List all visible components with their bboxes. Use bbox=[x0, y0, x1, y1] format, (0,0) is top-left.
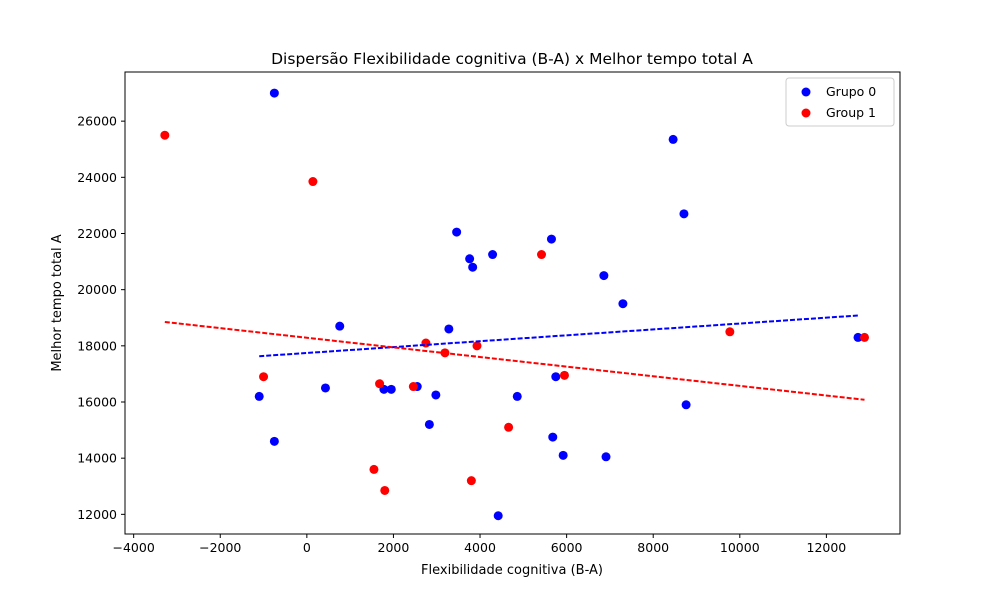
data-point bbox=[558, 450, 568, 460]
data-point bbox=[369, 464, 379, 474]
data-point bbox=[408, 382, 418, 392]
series-1 bbox=[160, 130, 869, 495]
plot-area bbox=[160, 88, 869, 521]
data-point bbox=[269, 436, 279, 446]
y-tick-label: 12000 bbox=[77, 507, 117, 522]
axes-frame bbox=[124, 71, 901, 535]
x-tick-label: 0 bbox=[303, 540, 311, 555]
legend-label: Grupo 0 bbox=[826, 84, 876, 99]
data-point bbox=[269, 88, 279, 98]
data-point bbox=[452, 227, 462, 237]
chart-title: Dispersão Flexibilidade cognitiva (B-A) … bbox=[271, 50, 753, 68]
data-point bbox=[668, 134, 678, 144]
legend-box bbox=[785, 77, 895, 127]
y-tick-label: 20000 bbox=[77, 282, 117, 297]
data-point bbox=[444, 324, 454, 334]
data-point bbox=[681, 400, 691, 410]
trendline-1 bbox=[164, 320, 865, 401]
trendline-0 bbox=[259, 314, 859, 358]
data-point bbox=[466, 476, 476, 486]
y-axis-label: Melhor tempo total A bbox=[50, 234, 65, 371]
data-point bbox=[421, 338, 431, 348]
data-point bbox=[335, 321, 345, 331]
data-point bbox=[308, 177, 318, 187]
data-point bbox=[375, 379, 385, 389]
x-tick-label: 12000 bbox=[807, 540, 847, 555]
data-point bbox=[537, 250, 547, 260]
data-point bbox=[472, 341, 482, 351]
y-tick-label: 22000 bbox=[77, 226, 117, 241]
x-tick-label: −2000 bbox=[199, 540, 241, 555]
data-point bbox=[380, 485, 390, 495]
y-tick-label: 14000 bbox=[77, 451, 117, 466]
y-axis: 12000 14000 16000 18000 20000 22000 24000 26000 bbox=[77, 114, 125, 522]
legend-label: Group 1 bbox=[826, 105, 876, 120]
x-tick-label: 10000 bbox=[720, 540, 760, 555]
y-tick-label: 18000 bbox=[77, 338, 117, 353]
legend-marker bbox=[801, 87, 811, 97]
data-point bbox=[160, 130, 170, 140]
x-tick-label: 6000 bbox=[551, 540, 583, 555]
y-tick-label: 26000 bbox=[77, 114, 117, 129]
data-point bbox=[254, 391, 264, 401]
data-point bbox=[465, 254, 475, 264]
x-axis: −4000 −2000 0 2000 4000 6000 8000 10000 12000 bbox=[113, 534, 847, 555]
x-axis-label: Flexibilidade cognitiva (B-A) bbox=[421, 563, 603, 578]
data-point bbox=[725, 327, 735, 337]
legend-marker bbox=[801, 108, 811, 118]
y-tick-label: 24000 bbox=[77, 170, 117, 185]
x-tick-label: 4000 bbox=[464, 540, 496, 555]
data-point bbox=[493, 511, 503, 521]
data-point bbox=[601, 452, 611, 462]
data-point bbox=[599, 271, 609, 281]
data-point bbox=[559, 370, 569, 380]
y-tick-label: 16000 bbox=[77, 395, 117, 410]
data-point bbox=[320, 383, 330, 393]
data-point bbox=[424, 419, 434, 429]
series-0 bbox=[254, 88, 863, 521]
data-point bbox=[853, 332, 863, 342]
data-point bbox=[488, 250, 498, 260]
legend: Grupo 0 Group 1 bbox=[785, 77, 895, 127]
data-point bbox=[386, 384, 396, 394]
data-point bbox=[259, 372, 269, 382]
data-point bbox=[618, 299, 628, 309]
data-point bbox=[504, 422, 514, 432]
data-point bbox=[512, 391, 522, 401]
x-tick-label: 2000 bbox=[378, 540, 410, 555]
data-point bbox=[548, 432, 558, 442]
data-point bbox=[859, 332, 869, 342]
data-point bbox=[468, 262, 478, 272]
data-point bbox=[679, 209, 689, 219]
x-tick-label: 8000 bbox=[637, 540, 669, 555]
data-point bbox=[546, 234, 556, 244]
data-point bbox=[431, 390, 441, 400]
data-point bbox=[551, 372, 561, 382]
x-tick-label: −4000 bbox=[113, 540, 155, 555]
